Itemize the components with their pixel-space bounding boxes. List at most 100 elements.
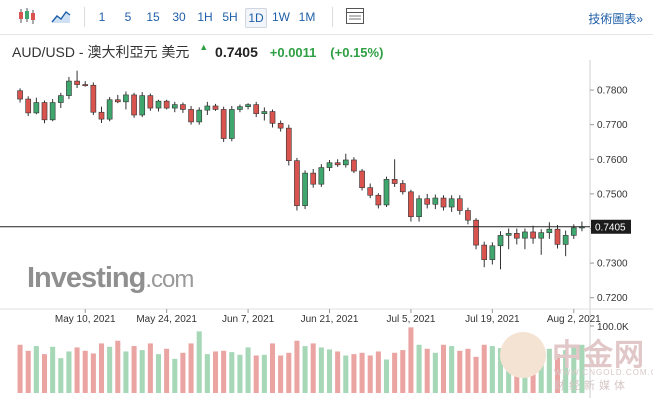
- volume-bar: [554, 354, 561, 393]
- candle-body: [188, 109, 194, 123]
- candle-body: [66, 80, 72, 96]
- candle-body: [180, 104, 186, 110]
- volume-bar: [440, 344, 447, 393]
- price-change: +0.0011: [269, 44, 317, 60]
- data-table-icon[interactable]: [344, 6, 366, 26]
- volume-bar: [221, 350, 227, 393]
- volume-bar: [25, 350, 31, 393]
- cngold-subtitle: 财经新媒体: [554, 379, 629, 392]
- candle-body: [318, 167, 325, 185]
- volume-bar: [359, 352, 365, 393]
- volume-bar: [579, 344, 585, 393]
- interval-5h-button[interactable]: 5H: [222, 10, 238, 24]
- volume-bar: [115, 340, 121, 393]
- interval-30-button[interactable]: 30: [172, 10, 186, 24]
- candle-body: [497, 235, 504, 247]
- x-tick-label: Jul 19, 2021: [465, 314, 520, 325]
- x-tick-label: Aug 2, 2021: [547, 314, 601, 325]
- volume-bar: [449, 346, 455, 393]
- candle-body: [383, 179, 390, 206]
- volume-bar: [204, 354, 210, 393]
- candle-body: [74, 80, 80, 85]
- candle-body: [342, 159, 349, 166]
- candle-body: [131, 94, 137, 116]
- candle-body: [261, 111, 268, 114]
- volume-bar: [33, 346, 39, 393]
- volume-bar: [139, 350, 145, 393]
- candle-body: [448, 198, 455, 208]
- volume-bar: [212, 351, 219, 393]
- candle-body: [114, 99, 121, 103]
- volume-bar: [375, 351, 381, 393]
- interval-15-button[interactable]: 15: [146, 10, 160, 24]
- volume-bar: [155, 354, 162, 393]
- technical-chart-link[interactable]: 技術圖表»: [588, 12, 643, 26]
- volume-bar: [82, 350, 88, 393]
- volume-bar: [335, 351, 341, 393]
- volume-bar: [367, 355, 373, 393]
- candle-body: [375, 194, 382, 206]
- y-tick-label: 0.7200: [597, 293, 628, 304]
- candle-body: [41, 102, 48, 121]
- interval-1d-button[interactable]: 1D: [245, 8, 267, 28]
- candle-body: [440, 197, 447, 208]
- volume-bar: [416, 344, 422, 393]
- volume-bar: [229, 352, 235, 393]
- volume-bar: [408, 327, 414, 393]
- volume-bar: [245, 347, 251, 393]
- volume-bars: [17, 327, 585, 393]
- candlestick-chart-icon[interactable]: [16, 6, 38, 26]
- candle-body: [49, 102, 56, 121]
- candle-body: [253, 104, 260, 114]
- volume-bar: [74, 347, 80, 393]
- interval-5-button[interactable]: 5: [124, 10, 132, 24]
- candle-body: [505, 233, 512, 236]
- pair-title: AUD/USD - 澳大利亞元 美元: [12, 44, 190, 60]
- candle-body: [530, 231, 536, 239]
- investing-logo: Investing.com: [27, 262, 194, 295]
- candle-body: [25, 98, 32, 114]
- interval-1-button[interactable]: 1: [98, 10, 106, 24]
- volume-bar: [196, 331, 202, 393]
- volume-bar: [50, 346, 56, 393]
- volume-bar: [41, 354, 48, 393]
- candle-body: [17, 90, 23, 100]
- volume-bar: [489, 346, 495, 393]
- y-tick-label: 0.7600: [597, 155, 628, 166]
- x-tick-label: Jul 5, 2021: [386, 314, 435, 325]
- up-arrow-icon: ▲: [199, 42, 209, 52]
- volume-bar: [107, 346, 113, 393]
- volume-bar: [17, 344, 23, 393]
- candle-body: [285, 127, 292, 161]
- volume-bar: [538, 352, 544, 393]
- volume-bar: [180, 352, 186, 393]
- volume-bar: [465, 348, 471, 393]
- volume-bar: [261, 354, 267, 393]
- candle-body: [82, 84, 89, 87]
- candle-body: [163, 100, 170, 109]
- candle-body: [570, 227, 577, 236]
- volume-bar: [286, 352, 292, 393]
- interval-1h-button[interactable]: 1H: [197, 10, 213, 24]
- candle-body: [196, 109, 203, 123]
- candle-body: [424, 198, 431, 205]
- interval-1w-button[interactable]: 1W: [272, 10, 290, 24]
- volume-bar: [400, 350, 406, 393]
- volume-bar: [383, 359, 390, 393]
- volume-bar: [481, 344, 487, 393]
- candle-body: [326, 162, 333, 168]
- volume-bar: [58, 358, 64, 393]
- volume-bar: [310, 343, 316, 393]
- volume-bar: [164, 348, 170, 393]
- volume-bar: [237, 354, 243, 393]
- candle-body: [489, 245, 496, 260]
- candle-body: [546, 228, 553, 233]
- area-chart-icon[interactable]: [50, 6, 72, 26]
- cngold-logo-icon: [500, 332, 546, 378]
- candle-body: [554, 228, 561, 245]
- toolbar-separator: [84, 7, 85, 27]
- volume-bar: [66, 351, 72, 393]
- volume-bar: [432, 352, 438, 393]
- interval-1m-button[interactable]: 1M: [298, 10, 316, 24]
